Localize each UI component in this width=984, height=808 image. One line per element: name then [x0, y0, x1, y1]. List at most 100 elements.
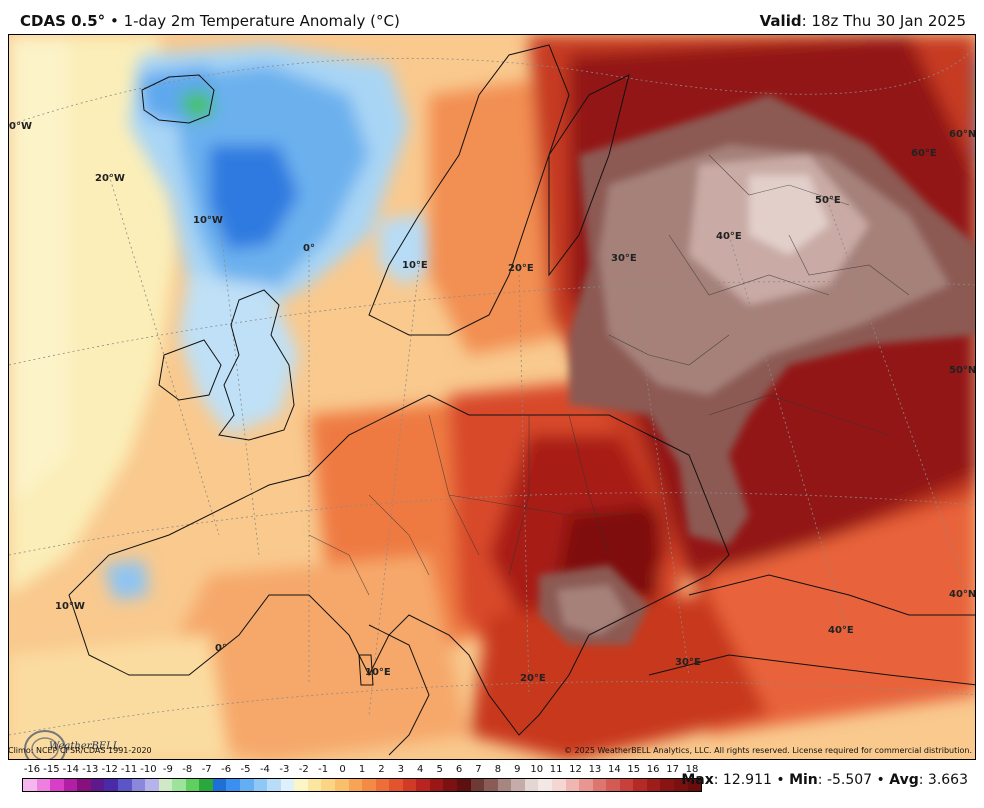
legend-swatch: [294, 779, 308, 791]
legend-swatch: [226, 779, 240, 791]
country-borders: [308, 154, 910, 596]
lon-label-0w: 0°W: [9, 121, 32, 132]
legend-swatch: [633, 779, 647, 791]
continental-europe-outline: [68, 394, 730, 736]
legend-swatch: [267, 779, 281, 791]
lat-label-40n: 40°N: [949, 589, 976, 600]
lat-label-60n: 60°N: [949, 129, 976, 140]
legend-swatch: [646, 779, 661, 791]
header: CDAS 0.5° • 1-day 2m Temperature Anomaly…: [0, 0, 984, 34]
iceland-outline: [141, 74, 215, 124]
black-sea-north-outline: [688, 574, 975, 616]
legend-swatch: [50, 779, 64, 791]
lon-label-10e-south: 10°E: [365, 667, 391, 678]
lat-label-50n: 50°N: [949, 365, 976, 376]
lon-label-0: 0°: [303, 243, 315, 254]
legend-swatch: [90, 779, 105, 791]
legend-swatch: [321, 779, 335, 791]
min-label: Min: [789, 772, 818, 788]
lon-label-10w: 10°W: [193, 215, 223, 226]
legend-swatch: [551, 779, 566, 791]
legend-tick-label: 7: [475, 764, 482, 775]
avg-value: : 3.663: [918, 772, 968, 788]
lon-label-20w: 20°W: [95, 173, 125, 184]
britain-outline: [218, 289, 295, 441]
legend-tick-label: 9: [514, 764, 521, 775]
scandinavia-outline: [368, 44, 570, 336]
legend-swatch: [619, 779, 634, 791]
legend-swatch: [457, 779, 471, 791]
coastlines: [68, 44, 975, 756]
legend-tick-label: 14: [607, 764, 621, 775]
climo-source: Climo: NCEP CFSR/CDAS 1991-2020: [8, 746, 152, 755]
legend-swatch: [199, 779, 213, 791]
legend-tick-label: -12: [101, 764, 118, 775]
extreme-warm-core: [539, 95, 975, 645]
legend-tick-label: 0: [339, 764, 346, 775]
legend-swatch: [348, 779, 363, 791]
anatolia-outline: [648, 654, 975, 686]
stats-summary: Max: 12.911 • Min: -5.507 • Avg: 3.663: [681, 772, 968, 788]
lon-label-10e: 10°E: [402, 260, 428, 271]
legend-tick-label: 15: [627, 764, 641, 775]
lon-label-40e-south: 40°E: [828, 625, 854, 636]
valid-label: Valid: [759, 12, 802, 30]
legend-tick-label: -6: [221, 764, 232, 775]
legend-swatch: [443, 779, 457, 791]
legend-tick-label: 16: [646, 764, 660, 775]
degree-symbol: °: [97, 12, 106, 30]
legend-swatch: [429, 779, 444, 791]
stats-sep-1: •: [776, 772, 785, 788]
avg-label: Avg: [889, 772, 919, 788]
title-bullet: •: [109, 12, 119, 30]
legend-swatch: [470, 779, 485, 791]
legend-swatch: [23, 779, 37, 791]
chart-title: CDAS 0.5° • 1-day 2m Temperature Anomaly…: [20, 12, 400, 30]
legend-tick-label: -10: [140, 764, 157, 775]
legend-swatch: [674, 779, 688, 791]
legend-swatch: [145, 779, 159, 791]
logo-text: WeatherBELL: [49, 741, 120, 752]
legend-tick-label: 5: [436, 764, 443, 775]
legend-swatch: [402, 779, 417, 791]
legend-tick-label: 4: [417, 764, 424, 775]
legend-swatch: [362, 779, 376, 791]
legend-swatch: [579, 779, 593, 791]
legend-swatch: [63, 779, 78, 791]
legend-swatch: [389, 779, 403, 791]
lon-label-30e: 30°E: [611, 253, 637, 264]
legend-colorbar: [22, 778, 702, 792]
model-name: CDAS 0.5: [20, 12, 98, 30]
valid-time-value: : 18z Thu 30 Jan 2025: [801, 12, 966, 30]
legend-swatch: [497, 779, 512, 791]
legend-tick-label: -5: [240, 764, 251, 775]
cold-anomaly-atlantic: [104, 45, 975, 695]
graticule: [9, 46, 975, 736]
lon-label-20e: 20°E: [508, 263, 534, 274]
legend-swatch: [253, 779, 268, 791]
max-value: : 12.911: [713, 772, 772, 788]
color-legend: -16 -15 -14 -13 -12 -11 -10 -9 -8 -7 -6 -5 -4 -3 -2 -1 0…: [20, 762, 704, 802]
weatherbell-logo: WeatherBELL: [21, 727, 119, 759]
legend-tick-label: -7: [201, 764, 212, 775]
legend-tick-label: -14: [62, 764, 79, 775]
legend-tick-label: 1: [358, 764, 366, 775]
legend-tick-label: 3: [397, 764, 404, 775]
ireland-outline: [158, 339, 222, 401]
legend-tick-label: 18: [685, 764, 699, 775]
legend-tick-label: -16: [23, 764, 41, 775]
lon-label-0-south: 0°: [215, 643, 227, 654]
legend-swatch: [687, 779, 702, 791]
legend-swatch: [660, 779, 674, 791]
lon-label-60e: 60°E: [911, 148, 937, 159]
atlantic-neutral-zone: [9, 35, 179, 595]
logo-swirl: [24, 730, 66, 759]
legend-swatch: [104, 779, 118, 791]
legend-swatch: [565, 779, 580, 791]
legend-tick-label: -2: [298, 764, 309, 775]
legend-swatch: [131, 779, 146, 791]
copyright: © 2025 WeatherBELL Analytics, LLC. All r…: [564, 746, 972, 755]
lon-label-50e: 50°E: [815, 195, 841, 206]
legend-swatch: [375, 779, 390, 791]
legend-swatch: [416, 779, 430, 791]
